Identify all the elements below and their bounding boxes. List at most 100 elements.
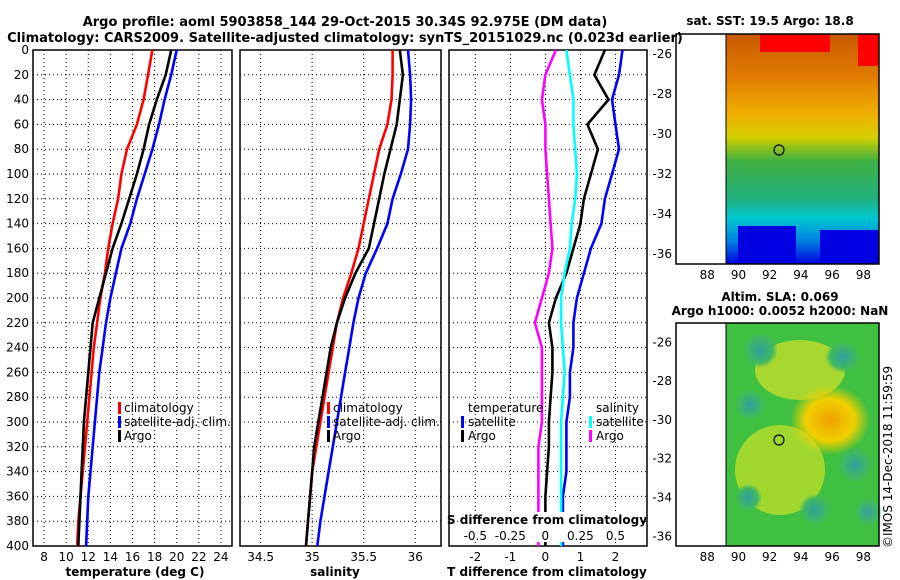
- sst-argo-location-marker: [773, 144, 785, 156]
- map-latitude-tick-label: -32: [652, 452, 672, 466]
- temperature-plot-frame: [32, 49, 233, 547]
- depth-tick-label: 240: [6, 341, 29, 355]
- map-latitude-tick-label: -28: [652, 87, 672, 101]
- series-line-temperature-satellite: [561, 49, 624, 546]
- difference-panel: -2 -1 0 1 2 T difference from climatology S …: [447, 49, 648, 579]
- map-latitude-tick-label: -32: [652, 167, 672, 181]
- x-tick-label: 20: [169, 550, 184, 564]
- depth-tick-label: 100: [6, 167, 29, 181]
- temperature-legend: climatology satellite-adj. clim. Argo: [118, 401, 231, 443]
- temperature-x-axis-label: temperature (deg C): [66, 565, 205, 579]
- map-longitude-tick-label: 94: [793, 550, 808, 564]
- depth-tick-label: 340: [6, 465, 29, 479]
- x-tick-label: 35: [305, 550, 320, 564]
- legend-label-sal-argo: Argo: [596, 429, 624, 443]
- sla-map-frame: [675, 322, 880, 547]
- temperature-gridlines: [33, 50, 232, 546]
- x-tick-label: 14: [103, 550, 118, 564]
- map-longitude-tick-label: 96: [825, 550, 840, 564]
- map-longitude-tick-label: 92: [762, 268, 777, 282]
- map-latitude-tick-label: -30: [652, 413, 672, 427]
- series-line-climatology: [304, 50, 394, 547]
- salinity-legend: climatology satellite-adj. clim. Argo: [327, 401, 440, 443]
- salinity-x-axis-label: salinity: [310, 565, 360, 579]
- legend-label-temp-satellite: satellite: [468, 415, 516, 429]
- legend-header-salinity: salinity: [596, 401, 639, 415]
- depth-tick-labels: 0 20 40 60 80 100 120 140 160 180 200 220 240 260 280 3…: [6, 43, 29, 553]
- salinity-diff-tick-label: -0.5: [464, 529, 487, 543]
- depth-tick-label: 120: [6, 192, 29, 206]
- salinity-tick-labels: 34.5 35 35.5 36: [247, 550, 423, 564]
- x-tick-label: 0: [542, 550, 550, 564]
- legend-swatch-satellite: [118, 416, 121, 428]
- depth-tick-label: 400: [6, 539, 29, 553]
- sst-map-title: sat. SST: 19.5 Argo: 18.8: [686, 14, 853, 28]
- map-longitude-tick-label: 92: [762, 550, 777, 564]
- legend-swatch-climatology: [327, 402, 330, 414]
- series-line-salinity-satellite: [559, 49, 579, 546]
- salinity-plot-frame: [239, 49, 442, 547]
- temperature-panel: 0 20 40 60 80 100 120 140 160 180 200 220 240 260 280 3…: [6, 43, 233, 579]
- salinity-diff-tick-label: 0.5: [606, 529, 625, 543]
- salinity-diff-tick-label: 0.25: [567, 529, 594, 543]
- legend-label-satellite: satellite-adj. clim.: [333, 415, 440, 429]
- salinity-difference-tick-labels: -0.5 -0.25 0 0.25 0.5: [464, 529, 625, 543]
- sst-heatmap: [726, 34, 879, 264]
- legend-swatch-climatology: [118, 402, 121, 414]
- sla-map-tick-labels: 88 90 92 94 96 98 -26 -28 -30 -32 -34 -36: [652, 335, 871, 564]
- depth-tick-label: 80: [14, 142, 29, 156]
- depth-tick-label: 180: [6, 266, 29, 280]
- map-longitude-tick-label: 96: [825, 268, 840, 282]
- x-tick-label: 12: [81, 550, 96, 564]
- x-tick-label: 34.5: [247, 550, 274, 564]
- x-tick-label: 36: [408, 550, 423, 564]
- map-longitude-tick-label: 98: [856, 268, 871, 282]
- sst-warm-patch: [858, 34, 879, 66]
- salinity-diff-tick-label: 0: [542, 529, 550, 543]
- map-latitude-tick-label: -26: [652, 47, 672, 61]
- depth-tick-label: 320: [6, 440, 29, 454]
- legend-label-satellite: satellite-adj. clim.: [124, 415, 231, 429]
- map-longitude-tick-label: 90: [731, 268, 746, 282]
- x-tick-label: -1: [504, 550, 516, 564]
- map-latitude-tick-label: -36: [652, 247, 672, 261]
- depth-tick-label: 140: [6, 217, 29, 231]
- depth-tick-label: 300: [6, 415, 29, 429]
- x-tick-label: 35.5: [350, 550, 377, 564]
- sla-low-anomaly: [734, 389, 766, 421]
- x-tick-label: 22: [191, 550, 206, 564]
- depth-tick-label: 380: [6, 514, 29, 528]
- sla-low-anomaly: [825, 341, 861, 373]
- salinity-difference-axis-label: S difference from climatology: [447, 513, 647, 527]
- x-tick-label: 24: [213, 550, 228, 564]
- legend-label-climatology: climatology: [333, 401, 403, 415]
- depth-tick-label: 0: [21, 43, 29, 57]
- figure-title-line1: Argo profile: aoml 5903858_144 29-Oct-20…: [83, 15, 608, 30]
- sla-map-panel: Altim. SLA: 0.069 Argo h1000: 0.0052 h20…: [652, 290, 888, 564]
- map-latitude-tick-label: -28: [652, 374, 672, 388]
- depth-tick-label: 280: [6, 390, 29, 404]
- sla-low-anomaly: [734, 484, 762, 512]
- map-longitude-tick-label: 88: [700, 550, 715, 564]
- sst-warm-patch: [760, 34, 830, 52]
- depth-tick-label: 220: [6, 316, 29, 330]
- sla-low-anomaly: [799, 494, 831, 526]
- depth-tick-label: 200: [6, 291, 29, 305]
- map-latitude-tick-label: -26: [652, 335, 672, 349]
- legend-label-sal-satellite: satellite: [596, 415, 644, 429]
- imos-watermark: ©IMOS 14-Dec-2018 11:59:59: [881, 366, 895, 548]
- difference-profiles: [533, 49, 624, 546]
- sla-anomaly-patch: [755, 340, 845, 400]
- map-longitude-tick-label: 94: [793, 268, 808, 282]
- x-tick-label: 16: [125, 550, 140, 564]
- x-tick-label: 1: [577, 550, 585, 564]
- difference-plot-frame: [448, 49, 648, 547]
- x-tick-label: 18: [147, 550, 162, 564]
- difference-gridlines: [449, 50, 647, 546]
- legend-label-climatology: climatology: [124, 401, 194, 415]
- sst-map-frame: [675, 33, 880, 265]
- sla-low-anomaly: [854, 498, 882, 526]
- series-line-satellite-adj-clim-: [84, 49, 178, 547]
- series-line-satellite-adj-clim-: [316, 49, 413, 547]
- legend-label-argo: Argo: [333, 429, 361, 443]
